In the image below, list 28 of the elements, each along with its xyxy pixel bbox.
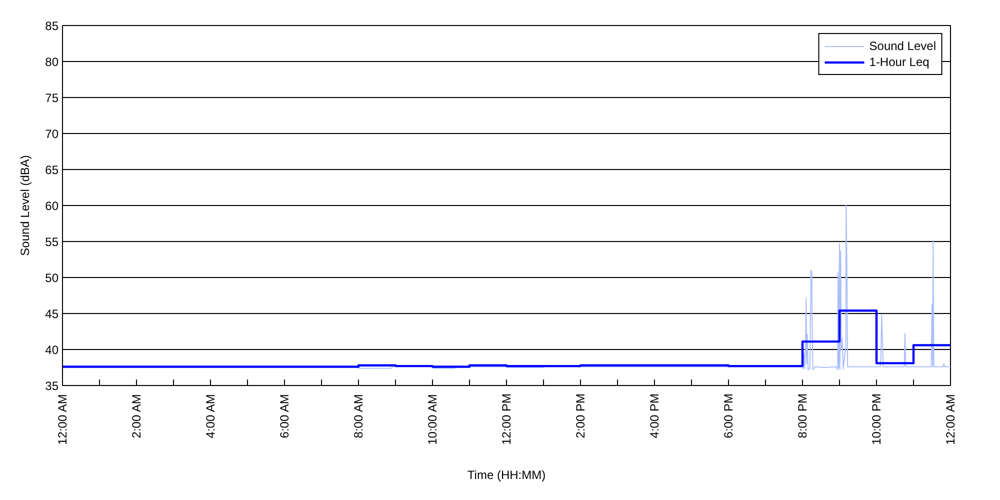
x-tick-label: 2:00 AM <box>130 394 144 438</box>
legend-label: Sound Level <box>869 39 936 53</box>
y-tick-label: 65 <box>45 163 59 177</box>
y-tick-label: 40 <box>45 343 59 357</box>
y-tick-label: 60 <box>45 199 59 213</box>
y-tick-label: 55 <box>45 235 59 249</box>
y-tick-label: 35 <box>45 379 59 393</box>
y-tick-label: 50 <box>45 271 59 285</box>
x-tick-label: 2:00 PM <box>574 393 588 438</box>
x-tick-label: 10:00 PM <box>870 393 884 445</box>
y-tick-label: 45 <box>45 307 59 321</box>
y-tick-label: 85 <box>45 19 59 33</box>
legend-label: 1-Hour Leq <box>869 55 930 69</box>
y-tick-label: 70 <box>45 127 59 141</box>
x-tick-label: 12:00 AM <box>56 394 70 445</box>
x-tick-label: 8:00 AM <box>352 394 366 438</box>
y-tick-label: 80 <box>45 55 59 69</box>
y-axis-title: Sound Level (dBA) <box>18 155 32 256</box>
x-tick-label: 6:00 PM <box>722 393 736 438</box>
x-tick-label: 4:00 PM <box>648 393 662 438</box>
x-tick-label: 4:00 AM <box>204 394 218 438</box>
x-tick-label: 12:00 PM <box>500 393 514 445</box>
x-tick-label: 12:00 AM <box>944 394 958 445</box>
x-tick-label: 8:00 PM <box>796 393 810 438</box>
x-axis-title: Time (HH:MM) <box>467 468 546 482</box>
x-tick-label: 6:00 AM <box>278 394 292 438</box>
y-tick-label: 75 <box>45 91 59 105</box>
x-tick-label: 10:00 AM <box>426 394 440 445</box>
